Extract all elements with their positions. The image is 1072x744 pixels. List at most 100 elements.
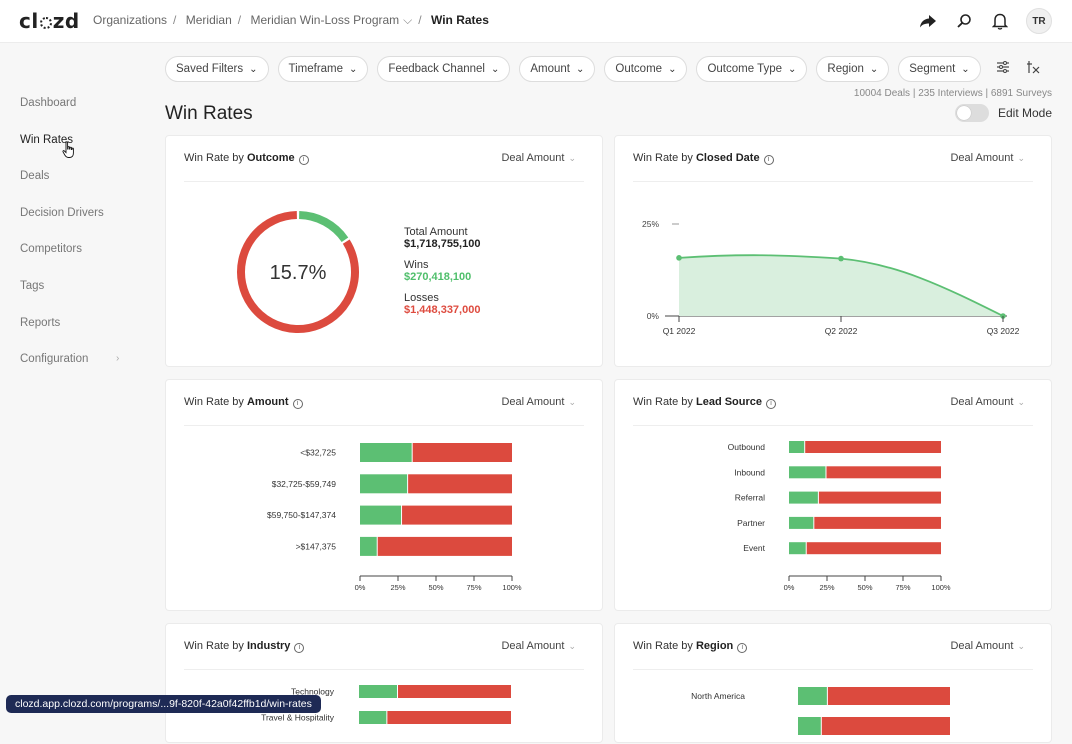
- x-tick-label: 0%: [784, 583, 795, 592]
- card-title-bold: Closed Date: [695, 152, 760, 164]
- total-value: $1,718,755,100: [404, 238, 481, 250]
- page-title: Win Rates: [165, 103, 253, 124]
- bar-loss: [387, 711, 511, 724]
- deal-amount-select[interactable]: Deal Amount ⌄: [950, 396, 1025, 408]
- filter-label: Feedback Channel: [388, 63, 485, 75]
- deal-amount-select[interactable]: Deal Amount ⌄: [501, 640, 576, 652]
- card-title-bold: Outcome: [246, 152, 295, 164]
- sidebar-item-tags[interactable]: Tags: [20, 280, 45, 292]
- bar-win: [789, 491, 818, 504]
- area-chart: 25% 0%Q1 2022 Q2 2022 Q3 2022: [642, 219, 1020, 336]
- wins-value: $270,418,100: [404, 271, 472, 283]
- edit-mode-toggle[interactable]: [954, 104, 989, 122]
- deal-amount-select[interactable]: Deal Amount ⌄: [950, 152, 1025, 164]
- category-label: Inbound: [734, 467, 765, 477]
- sidebar-item-reports[interactable]: Reports: [20, 317, 61, 329]
- select-value: Deal Amount: [950, 152, 1014, 164]
- avatar[interactable]: TR: [1026, 8, 1052, 34]
- donut-center-label: 15.7%: [270, 262, 327, 284]
- top-bar: cl zd Organizations / Meridian / Meridian W…: [0, 0, 1072, 43]
- sidebar-item-dashboard[interactable]: Dashboard: [20, 97, 77, 109]
- filter-region[interactable]: Region ⌄: [816, 56, 890, 82]
- bar-win: [360, 505, 402, 525]
- chevron-down-icon[interactable]: ⌵: [403, 13, 413, 27]
- card-win-rate-region: Win Rate by Region i Deal Amount ⌄ North A…: [614, 623, 1052, 743]
- filter-segment[interactable]: Segment ⌄: [898, 56, 981, 82]
- sidebar-item-competitors[interactable]: Competitors: [20, 243, 82, 255]
- chevron-down-icon: ⌄: [1017, 641, 1025, 651]
- info-icon[interactable]: i: [294, 643, 305, 653]
- info-icon[interactable]: i: [737, 643, 748, 653]
- y-tick-label: 0%: [647, 311, 660, 321]
- x-tick-label: 100%: [931, 583, 951, 592]
- share-icon[interactable]: [918, 11, 938, 31]
- card-title-bold: Industry: [246, 640, 291, 652]
- sidebar-item-deals[interactable]: Deals: [20, 170, 50, 182]
- filter-label: Timeframe: [288, 63, 344, 75]
- stats-summary: 10004 Deals | 235 Interviews | 6891 Surv…: [853, 88, 1052, 99]
- filter-timeframe[interactable]: Timeframe ⌄: [277, 56, 369, 82]
- category-label: Partner: [737, 518, 765, 528]
- x-tick-label: 50%: [428, 583, 443, 592]
- bar-loss: [408, 474, 512, 494]
- filter-bar: Saved Filters ⌄ Timeframe ⌄ Feedback Chann…: [165, 56, 981, 82]
- bar-win: [360, 443, 412, 462]
- bell-icon[interactable]: [990, 11, 1010, 31]
- deal-amount-select[interactable]: Deal Amount ⌄: [950, 640, 1025, 652]
- filter-label: Region: [827, 63, 864, 75]
- deal-amount-select[interactable]: Deal Amount ⌄: [501, 396, 576, 408]
- deal-amount-select[interactable]: Deal Amount ⌄: [501, 152, 576, 164]
- edit-mode-label: Edit Mode: [997, 106, 1052, 120]
- select-value: Deal Amount: [501, 640, 565, 652]
- breadcrumb-organizations[interactable]: Organizations: [93, 13, 168, 27]
- breadcrumb: Organizations / Meridian / Meridian Win-Lo…: [93, 13, 489, 27]
- x-tick-label: 0%: [355, 583, 366, 592]
- bar-chart-lead-source: Outbound Inbound Referral Partner Event 0% 25%…: [728, 441, 951, 592]
- category-label: Technology: [291, 687, 335, 697]
- category-label: Travel & Hospitality: [261, 713, 335, 723]
- info-icon[interactable]: i: [292, 399, 303, 409]
- search-icon[interactable]: [954, 11, 974, 31]
- chevron-down-icon: ⌄: [668, 63, 677, 75]
- bar-loss: [827, 687, 950, 705]
- category-label: Event: [743, 543, 765, 553]
- bar-loss: [412, 443, 512, 462]
- x-tick-label: 25%: [819, 583, 834, 592]
- bar-loss: [398, 685, 511, 698]
- filter-label: Segment: [909, 63, 956, 75]
- sliders-icon[interactable]: [996, 60, 1010, 79]
- x-tick-label: 25%: [390, 583, 405, 592]
- chevron-down-icon: ⌄: [1017, 397, 1025, 407]
- card-title: Win Rate by Region i: [633, 640, 748, 653]
- filter-label: Amount: [530, 63, 570, 75]
- sidebar-item-configuration[interactable]: Configuration ›: [20, 353, 130, 365]
- clear-filters-icon[interactable]: [1026, 60, 1040, 79]
- select-value: Deal Amount: [950, 640, 1014, 652]
- breadcrumb-program[interactable]: Meridian Win-Loss Program: [250, 13, 400, 27]
- filter-amount[interactable]: Amount ⌄: [519, 56, 596, 82]
- info-icon[interactable]: i: [766, 399, 777, 409]
- info-icon[interactable]: i: [298, 155, 309, 165]
- filter-outcome-type[interactable]: Outcome Type ⌄: [696, 56, 808, 82]
- category-label: $59,750-$147,374: [267, 510, 336, 520]
- card-title-prefix: Win Rate by: [633, 152, 693, 164]
- chevron-down-icon: ⌄: [568, 153, 576, 163]
- sidebar-item-decision-drivers[interactable]: Decision Drivers: [20, 207, 104, 219]
- filter-saved-filters[interactable]: Saved Filters ⌄: [165, 56, 269, 82]
- chevron-down-icon: ⌄: [788, 63, 797, 75]
- card-win-rate-outcome: Win Rate by Outcome i Deal Amount ⌄ 15.7% …: [165, 135, 603, 367]
- bar-win: [360, 474, 408, 494]
- category-label: $32,725-$59,749: [272, 479, 337, 489]
- sidebar-item-win-rates[interactable]: Win Rates: [20, 134, 74, 146]
- breadcrumb-meridian[interactable]: Meridian: [185, 13, 232, 27]
- filter-feedback-channel[interactable]: Feedback Channel ⌄: [377, 56, 511, 82]
- filter-outcome[interactable]: Outcome ⌄: [604, 56, 688, 82]
- card-win-rate-lead-source: Win Rate by Lead Source i Deal Amount ⌄ Ou…: [614, 379, 1052, 611]
- clozd-logo[interactable]: cl zd: [19, 9, 80, 33]
- info-icon[interactable]: i: [763, 155, 774, 165]
- bar-loss: [818, 491, 941, 504]
- bar-win: [360, 536, 377, 556]
- card-title-prefix: Win Rate by: [633, 640, 693, 652]
- card-win-rate-industry: Win Rate by Industry i Deal Amount ⌄ Techn…: [165, 623, 603, 743]
- bar-win: [789, 542, 806, 555]
